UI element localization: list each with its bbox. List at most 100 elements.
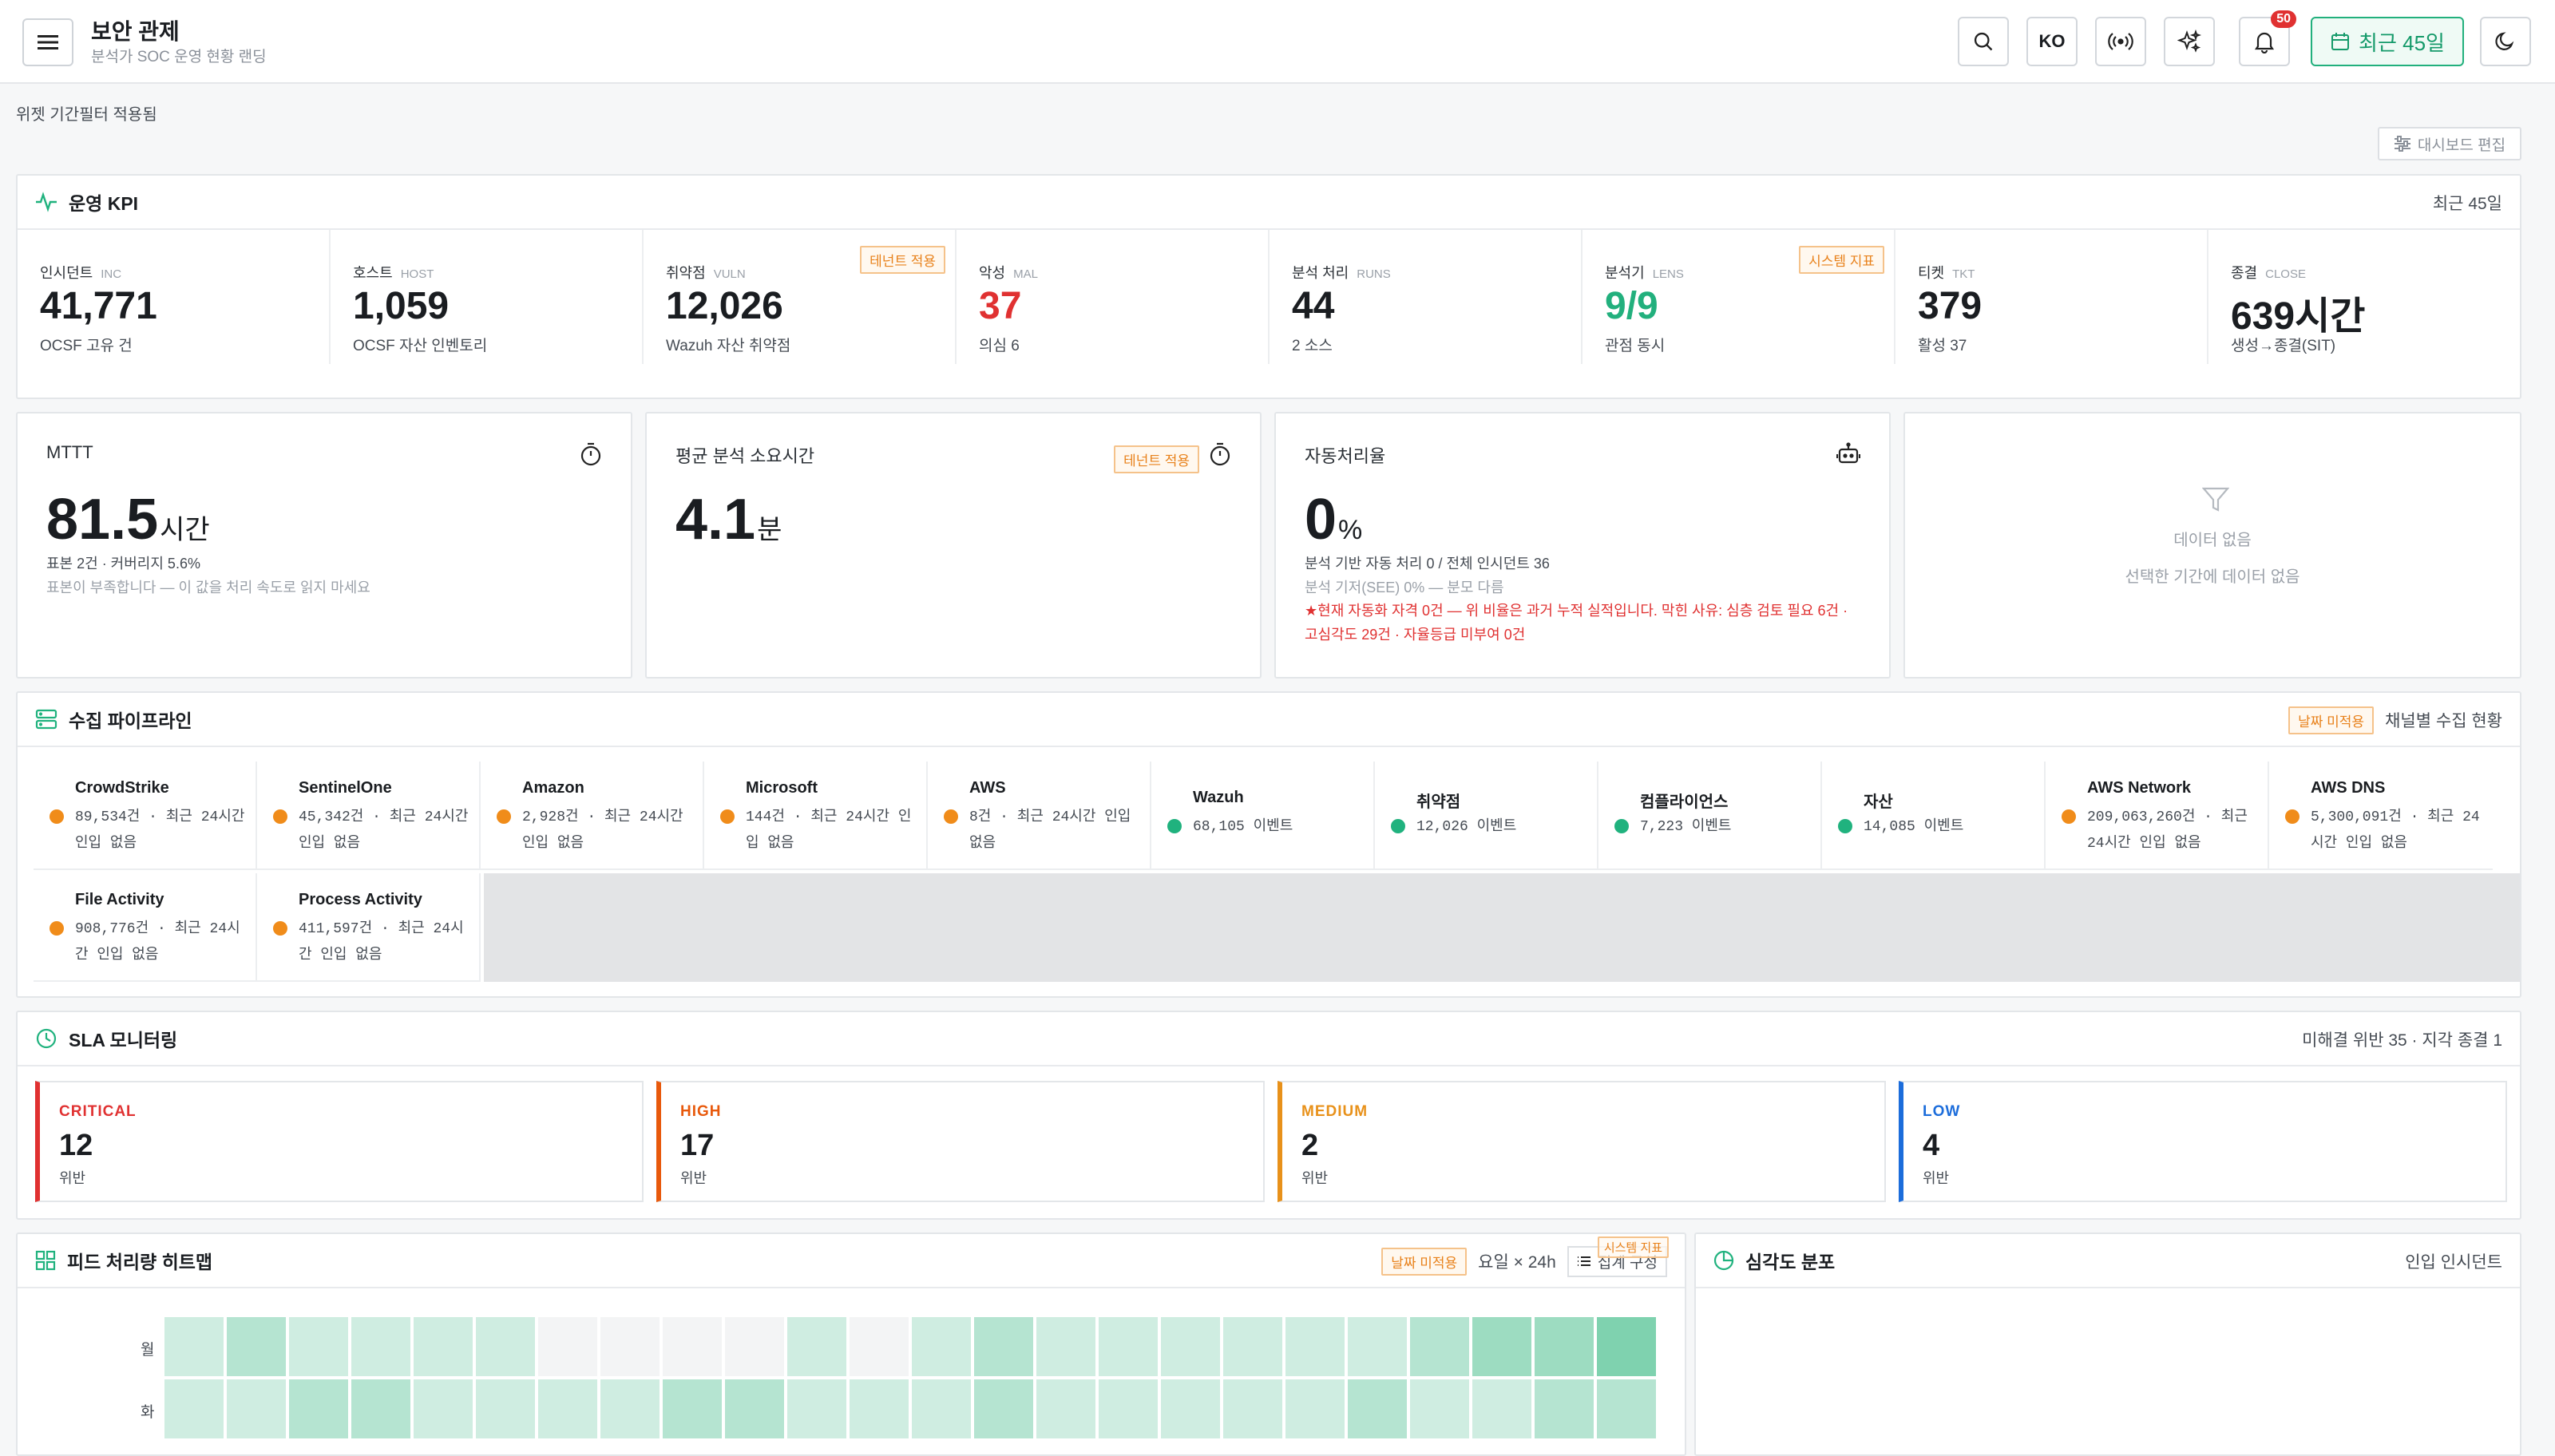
kpi-label: 악성 MAL [979, 265, 1038, 281]
heatmap-cell[interactable] [850, 1317, 909, 1376]
heatmap-cell[interactable] [1348, 1317, 1407, 1376]
auto-rate-value-wrap: 0% [1305, 487, 1362, 552]
hamburger-icon [38, 35, 58, 49]
kpi-tag: 시스템 지표 [1799, 246, 1884, 274]
language-button[interactable]: KO [2026, 17, 2078, 66]
search-button[interactable] [1958, 17, 2009, 66]
heatmap-cell[interactable] [476, 1317, 535, 1376]
channel-card[interactable]: 자산 14,085 이벤트 [1822, 762, 2046, 870]
menu-button[interactable] [22, 18, 73, 66]
channel-card[interactable]: AWS 8건 · 최근 24시간 인입 없음 [928, 762, 1151, 870]
aggregate-config-button[interactable]: 집계 구성 시스템 지표 [1567, 1236, 1669, 1277]
heatmap-cell[interactable] [600, 1317, 660, 1376]
kpi-label: 분석기 LENS [1605, 265, 1684, 281]
heatmap-cell[interactable] [1099, 1317, 1158, 1376]
heatmap-cell[interactable] [414, 1317, 473, 1376]
heatmap-cell[interactable] [974, 1317, 1033, 1376]
channel-card[interactable]: Microsoft 144건 · 최근 24시간 인입 없음 [704, 762, 928, 870]
heatmap-cell[interactable] [912, 1317, 971, 1376]
live-feed-button[interactable] [2095, 17, 2146, 66]
heatmap-cell[interactable] [289, 1379, 348, 1438]
kpi-label: 인시던트 INC [40, 265, 122, 281]
heatmap-cell[interactable] [1223, 1317, 1282, 1376]
heatmap-cell[interactable] [1285, 1379, 1345, 1438]
timer-icon [1210, 442, 1230, 466]
heatmap-cell[interactable] [1410, 1317, 1469, 1376]
heatmap-cell[interactable] [1161, 1379, 1220, 1438]
heatmap-cell[interactable] [538, 1317, 597, 1376]
edit-dashboard-button[interactable]: 대시보드 편집 [2378, 127, 2521, 160]
sla-card[interactable]: HIGH 17 위반 [656, 1081, 1265, 1202]
auto-rate-label: 자동처리율 [1305, 446, 1386, 466]
heatmap-cell[interactable] [974, 1379, 1033, 1438]
channel-card[interactable]: AWS Network 209,063,260건 · 최근 24시간 인입 없음 [2046, 762, 2269, 870]
auto-rate-value: 0 [1305, 488, 1337, 552]
heatmap-cell[interactable] [227, 1317, 286, 1376]
channel-card[interactable]: File Activity 908,776건 · 최근 24시간 인입 없음 [34, 873, 257, 982]
heatmap-cell[interactable] [164, 1317, 224, 1376]
channel-card[interactable]: 컴플라이언스 7,223 이벤트 [1598, 762, 1822, 870]
heatmap-cell[interactable] [725, 1379, 784, 1438]
heatmap-cell[interactable] [1472, 1379, 1531, 1438]
channel-card[interactable]: CrowdStrike 89,534건 · 최근 24시간 인입 없음 [34, 762, 257, 870]
heatmap-cell[interactable] [1410, 1379, 1469, 1438]
heatmap-cell[interactable] [912, 1379, 971, 1438]
ai-assist-button[interactable] [2164, 17, 2215, 66]
heatmap-cell[interactable] [1161, 1317, 1220, 1376]
heatmap-cell[interactable] [164, 1379, 224, 1438]
notifications-button[interactable]: 50 [2239, 10, 2296, 66]
date-not-applied-tag: 날짜 미적용 [2288, 706, 2375, 734]
timer-icon [580, 442, 601, 466]
theme-toggle-button[interactable] [2480, 17, 2531, 66]
heatmap-cell[interactable] [414, 1379, 473, 1438]
date-range-button[interactable]: 최근 45일 [2311, 17, 2464, 66]
avg-analysis-card: 평균 분석 소요시간 테넌트 적용 4.1분 [645, 412, 1262, 679]
status-dot [1167, 819, 1182, 833]
heatmap-cell[interactable] [1597, 1317, 1656, 1376]
channel-card[interactable]: Amazon 2,928건 · 최근 24시간 인입 없음 [481, 762, 704, 870]
heatmap-cell[interactable] [538, 1379, 597, 1438]
heatmap-cell[interactable] [289, 1317, 348, 1376]
heatmap-cell[interactable] [850, 1379, 909, 1438]
heatmap-cell[interactable] [1285, 1317, 1345, 1376]
aggregate-config-label: 집계 구성 [1597, 1254, 1658, 1272]
heatmap-cell[interactable] [600, 1379, 660, 1438]
heatmap-cell[interactable] [663, 1379, 722, 1438]
channel-name: File Activity [75, 891, 164, 908]
kpi-header: 운영 KPI 최근 45일 [18, 176, 2520, 230]
heatmap-cell[interactable] [725, 1317, 784, 1376]
heatmap-cell[interactable] [1348, 1379, 1407, 1438]
heatmap-cell[interactable] [351, 1317, 410, 1376]
kpi-item: 악성 MAL 37 의심 6 [957, 230, 1270, 364]
auto-rate-warning: ★현재 자동화 자격 0건 — 위 비율은 과거 누적 실적입니다. 막힌 사유… [1305, 603, 1848, 643]
heatmap-cell[interactable] [1535, 1317, 1594, 1376]
heatmap-cell[interactable] [476, 1379, 535, 1438]
system-metric-tag: 시스템 지표 [1597, 1236, 1669, 1258]
heatmap-cell[interactable] [1099, 1379, 1158, 1438]
channel-card[interactable]: Wazuh 68,105 이벤트 [1151, 762, 1375, 870]
channel-card[interactable]: 취약점 12,026 이벤트 [1375, 762, 1598, 870]
heatmap-cell[interactable] [1036, 1317, 1095, 1376]
heatmap-cell[interactable] [787, 1317, 846, 1376]
heatmap-cell[interactable] [663, 1317, 722, 1376]
sla-priority: MEDIUM [1301, 1103, 1369, 1120]
heatmap-cell[interactable] [1535, 1379, 1594, 1438]
kpi-sub: OCSF 자산 인벤토리 [353, 338, 488, 354]
channel-card[interactable]: AWS DNS 5,300,091건 · 최근 24시간 인입 없음 [2269, 762, 2493, 870]
heatmap-cell[interactable] [1223, 1379, 1282, 1438]
heatmap-cell[interactable] [351, 1379, 410, 1438]
calendar-icon [2331, 33, 2350, 50]
sla-card[interactable]: LOW 4 위반 [1899, 1081, 2507, 1202]
kpi-sub: 2 소스 [1292, 338, 1333, 354]
heatmap-cell[interactable] [787, 1379, 846, 1438]
filter-note: 위젯 기간필터 적용됨 [16, 106, 157, 124]
sla-card[interactable]: CRITICAL 12 위반 [35, 1081, 644, 1202]
heatmap-cell[interactable] [1036, 1379, 1095, 1438]
channel-card[interactable]: SentinelOne 45,342건 · 최근 24시간 인입 없음 [257, 762, 481, 870]
channel-card[interactable]: Process Activity 411,597건 · 최근 24시간 인입 없음 [257, 873, 481, 982]
kpi-value: 37 [979, 285, 1022, 327]
sla-card[interactable]: MEDIUM 2 위반 [1278, 1081, 1886, 1202]
heatmap-cell[interactable] [1472, 1317, 1531, 1376]
heatmap-cell[interactable] [1597, 1379, 1656, 1438]
heatmap-cell[interactable] [227, 1379, 286, 1438]
